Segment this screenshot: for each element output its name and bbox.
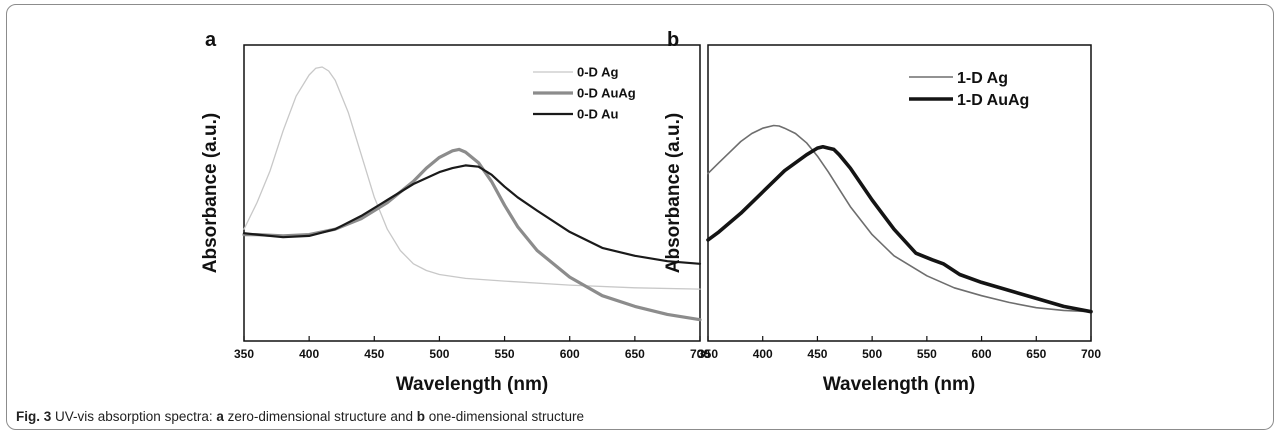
caption-letter-b: b	[416, 409, 425, 424]
caption-fig-label: Fig. 3	[16, 409, 52, 424]
legend-label-0-d-au: 0-D Au	[577, 107, 618, 122]
legend-b: 1-D Ag 1-D AuAg	[909, 70, 1029, 109]
legend-label-0-d-auag: 0-D AuAg	[577, 86, 636, 101]
plot-frame-a	[243, 44, 701, 342]
x-tick-label-a-650: 650	[625, 347, 645, 361]
x-tick-label-a-350: 350	[234, 347, 254, 361]
x-axis-title-a: Wavelength (nm)	[396, 374, 548, 395]
x-tick-label-b-500: 500	[862, 347, 882, 361]
chart-panel-b: b 350 400 450 500 550 600 650 700 Wavelength (n…	[663, 29, 1101, 395]
legend-label-0-d-ag: 0-D Ag	[577, 65, 618, 80]
x-ticks-b: 350 400 450 500 550 600 650 700	[698, 336, 1101, 361]
x-tick-label-b-600: 600	[972, 347, 992, 361]
x-tick-label-b-550: 550	[917, 347, 937, 361]
x-tick-label-a-400: 400	[299, 347, 319, 361]
caption-text-3: one-dimensional structure	[424, 409, 585, 424]
series-line-1-d-ag	[707, 124, 1092, 313]
x-tick-label-a-450: 450	[364, 347, 384, 361]
series-line-1-d-auag	[706, 145, 1093, 314]
chart-panel-a: a 350 400 450 500 550 600 650 700 Wavelength (n…	[200, 29, 710, 395]
caption-text-1: UV-vis absorption spectra:	[51, 409, 217, 424]
x-tick-label-a-600: 600	[560, 347, 580, 361]
caption-text-2: zero-dimensional structure and	[223, 409, 417, 424]
x-tick-label-b-650: 650	[1026, 347, 1046, 361]
y-axis-title-b: Absorbance (a.u.)	[663, 113, 684, 273]
x-tick-label-a-700: 700	[690, 347, 710, 361]
series-lines-b	[706, 124, 1093, 314]
x-tick-label-b-400: 400	[753, 347, 773, 361]
figure-frame	[6, 4, 1274, 430]
x-axis-title-b: Wavelength (nm)	[823, 374, 975, 395]
x-tick-label-b-700: 700	[1081, 347, 1101, 361]
legend-label-1-d-ag: 1-D Ag	[957, 70, 1008, 87]
panel-letter-b: b	[667, 29, 679, 51]
caption-letter-a: a	[216, 409, 224, 424]
plot-frame-b	[707, 44, 1092, 342]
series-line-0-d-au	[242, 164, 702, 265]
legend-label-1-d-auag: 1-D AuAg	[957, 92, 1029, 109]
x-tick-label-b-350: 350	[698, 347, 718, 361]
y-axis-title-a: Absorbance (a.u.)	[200, 113, 221, 273]
panel-letter-a: a	[205, 29, 217, 51]
x-tick-label-a-500: 500	[429, 347, 449, 361]
figure-caption: Fig. 3 UV-vis absorption spectra: a zero…	[16, 409, 584, 424]
series-lines-a	[242, 66, 702, 322]
legend-a: 0-D Ag 0-D AuAg 0-D Au	[533, 65, 636, 122]
x-tick-label-b-450: 450	[807, 347, 827, 361]
x-ticks-a: 350 400 450 500 550 600 650 700	[234, 336, 710, 361]
series-line-0-d-ag	[243, 66, 701, 290]
x-tick-label-a-550: 550	[495, 347, 515, 361]
